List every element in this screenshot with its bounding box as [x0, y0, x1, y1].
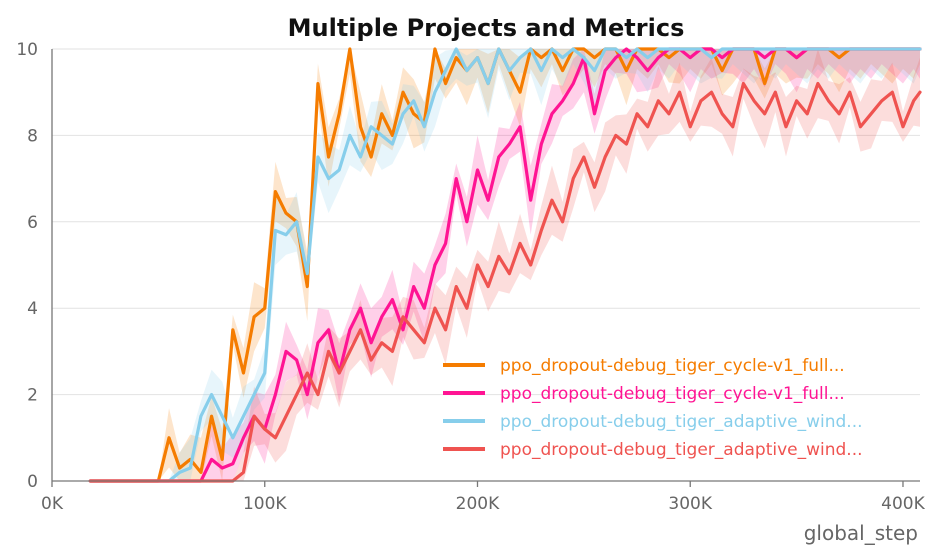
y-tick-label: 2	[27, 386, 38, 406]
x-tick-labels: 0K 100K 200K 300K 400K	[41, 494, 926, 514]
axes	[51, 49, 920, 487]
legend-item[interactable]: ppo_dropout-debug_tiger_cycle-v1_full...	[443, 356, 845, 376]
legend-label: ppo_dropout-debug_tiger_adaptive_wind...	[500, 440, 863, 460]
y-tick-label: 10	[16, 40, 38, 60]
legend-label: ppo_dropout-debug_tiger_cycle-v1_full...	[500, 384, 845, 404]
x-tick-label: 400K	[881, 494, 925, 514]
series-lines	[88, 47, 922, 483]
x-tick-label: 0K	[41, 494, 64, 514]
x-tick-label: 100K	[243, 494, 287, 514]
confidence-band	[90, 49, 920, 481]
x-axis-label: global_step	[804, 521, 918, 545]
series-line	[88, 81, 922, 483]
legend-label: ppo_dropout-debug_tiger_cycle-v1_full...	[500, 356, 845, 376]
series-line	[88, 47, 922, 483]
y-tick-label: 8	[27, 126, 38, 146]
legend[interactable]: ppo_dropout-debug_tiger_cycle-v1_full...…	[443, 356, 863, 460]
x-tick-label: 200K	[456, 494, 500, 514]
legend-item[interactable]: ppo_dropout-debug_tiger_adaptive_wind...	[443, 440, 863, 460]
confidence-band	[90, 49, 920, 481]
legend-label: ppo_dropout-debug_tiger_adaptive_wind...	[500, 412, 863, 432]
y-tick-labels: 0 2 4 6 8 10	[16, 40, 38, 492]
y-tick-label: 4	[27, 299, 38, 319]
legend-item[interactable]: ppo_dropout-debug_tiger_adaptive_wind...	[443, 412, 863, 432]
chart-title: Multiple Projects and Metrics	[288, 14, 685, 42]
legend-item[interactable]: ppo_dropout-debug_tiger_cycle-v1_full...	[443, 384, 845, 404]
x-tick-label: 300K	[668, 494, 712, 514]
y-tick-label: 6	[27, 213, 38, 233]
y-tick-label: 0	[27, 472, 38, 492]
